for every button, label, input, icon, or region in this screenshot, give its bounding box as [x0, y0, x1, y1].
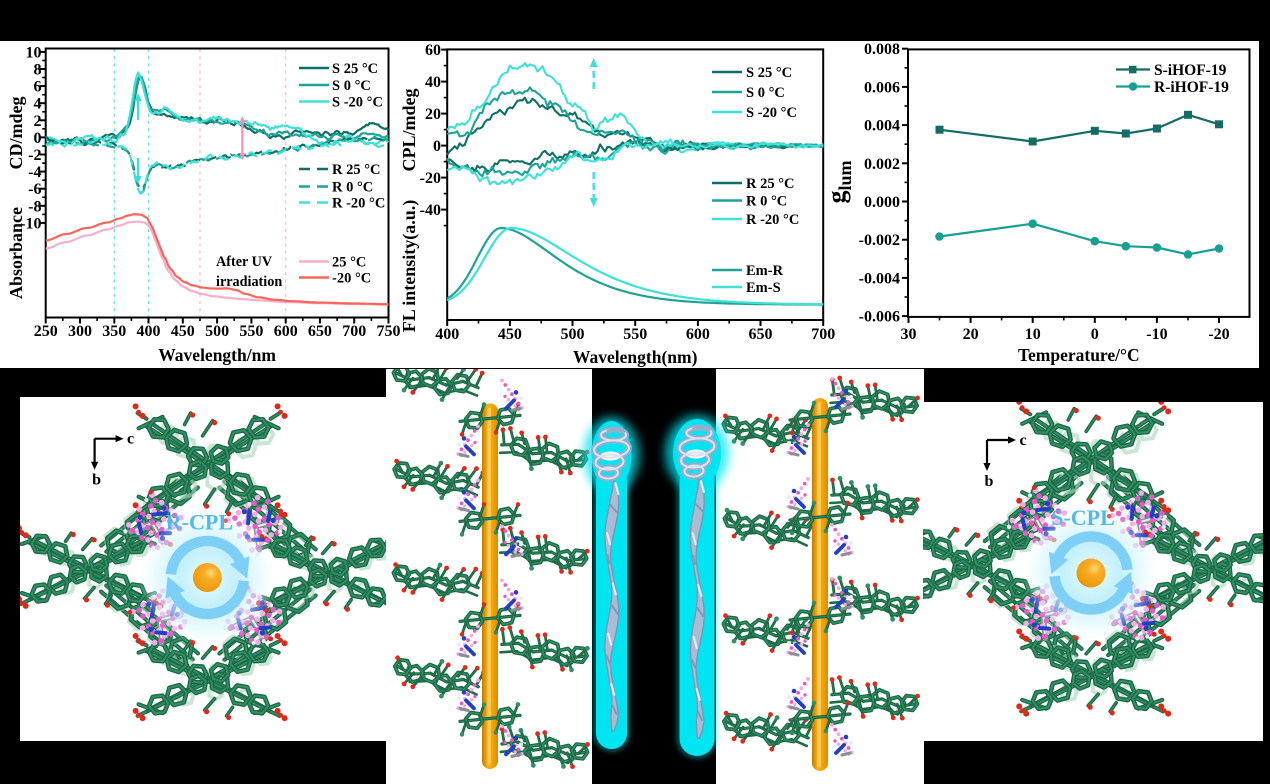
svg-text:750: 750 — [377, 323, 401, 340]
svg-text:CPL/mdeg: CPL/mdeg — [399, 89, 419, 172]
svg-text:-20: -20 — [420, 170, 441, 187]
svg-text:R 0 °C: R 0 °C — [332, 180, 373, 196]
svg-text:-20 °C: -20 °C — [332, 271, 371, 287]
svg-text:40: 40 — [425, 74, 441, 91]
svg-text:-10: -10 — [1146, 326, 1167, 343]
svg-text:550: 550 — [623, 326, 647, 343]
svg-text:250: 250 — [34, 323, 58, 340]
svg-text:S 0 °C: S 0 °C — [332, 78, 371, 94]
svg-text:S-iHOF-19: S-iHOF-19 — [1154, 62, 1227, 79]
svg-text:R 0 °C: R 0 °C — [746, 194, 787, 210]
svg-text:-0.004: -0.004 — [859, 270, 900, 287]
svg-text:700: 700 — [342, 323, 366, 340]
svg-text:600: 600 — [274, 323, 298, 340]
svg-text:irradiation: irradiation — [216, 274, 282, 290]
svg-text:Wavelength/nm: Wavelength/nm — [158, 345, 276, 365]
svg-text:20: 20 — [425, 106, 441, 123]
svg-text:650: 650 — [749, 326, 773, 343]
svg-text:300: 300 — [68, 323, 92, 340]
svg-text:60: 60 — [425, 42, 441, 59]
svg-text:-20: -20 — [1208, 326, 1229, 343]
svg-text:350: 350 — [102, 323, 126, 340]
svg-text:R -20 °C: R -20 °C — [332, 196, 385, 212]
svg-text:2: 2 — [34, 113, 42, 130]
svg-text:R-iHOF-19: R-iHOF-19 — [1154, 79, 1229, 96]
svg-text:500: 500 — [205, 323, 229, 340]
svg-text:c: c — [1019, 432, 1026, 449]
svg-text:R 25 °C: R 25 °C — [332, 162, 381, 178]
svg-text:10: 10 — [26, 44, 42, 61]
svg-text:S -20 °C: S -20 °C — [746, 105, 797, 121]
svg-text:0.006: 0.006 — [864, 79, 900, 96]
svg-text:-0.006: -0.006 — [859, 309, 900, 326]
svg-text:-4: -4 — [28, 164, 41, 181]
svg-text:0.004: 0.004 — [864, 118, 900, 135]
svg-text:500: 500 — [561, 326, 585, 343]
svg-text:700: 700 — [811, 326, 835, 343]
svg-text:400: 400 — [435, 326, 459, 343]
svg-text:S -20 °C: S -20 °C — [332, 95, 383, 111]
svg-text:c: c — [127, 431, 134, 448]
svg-text:Temperature/°C: Temperature/°C — [1018, 345, 1140, 365]
svg-text:-8: -8 — [28, 198, 41, 215]
svg-text:20: 20 — [963, 326, 979, 343]
svg-text:R-CPL: R-CPL — [166, 510, 233, 535]
svg-text:S 0 °C: S 0 °C — [746, 85, 785, 101]
svg-text:R 25 °C: R 25 °C — [746, 176, 795, 192]
svg-text:-0.002: -0.002 — [859, 232, 900, 249]
svg-text:0.002: 0.002 — [864, 156, 900, 173]
svg-text:Em-R: Em-R — [746, 263, 784, 279]
svg-text:450: 450 — [498, 326, 522, 343]
svg-text:8: 8 — [34, 62, 42, 79]
svg-text:-40: -40 — [420, 202, 441, 219]
svg-text:600: 600 — [686, 326, 710, 343]
svg-text:0: 0 — [433, 138, 441, 155]
svg-text:0: 0 — [34, 130, 42, 147]
svg-text:30: 30 — [901, 326, 917, 343]
svg-text:6: 6 — [34, 79, 42, 96]
svg-text:-10: -10 — [20, 215, 41, 232]
svg-text:400: 400 — [137, 323, 161, 340]
svg-text:R -20 °C: R -20 °C — [746, 212, 799, 228]
svg-text:4: 4 — [34, 96, 42, 113]
svg-text:Absorbance: Absorbance — [6, 207, 26, 299]
svg-text:0: 0 — [1091, 326, 1099, 343]
svg-text:25 °C: 25 °C — [332, 255, 366, 271]
svg-text:S 25 °C: S 25 °C — [332, 61, 378, 77]
svg-text:S 25 °C: S 25 °C — [746, 65, 792, 81]
svg-text:After UV: After UV — [216, 254, 273, 270]
svg-text:0.000: 0.000 — [864, 194, 900, 211]
svg-text:FL intensity(a.u.): FL intensity(a.u.) — [399, 200, 420, 333]
svg-text:0.008: 0.008 — [864, 41, 900, 58]
svg-text:650: 650 — [308, 323, 332, 340]
svg-text:10: 10 — [1025, 326, 1041, 343]
svg-text:550: 550 — [239, 323, 263, 340]
svg-text:Em-S: Em-S — [746, 280, 781, 296]
svg-text:b: b — [92, 472, 101, 489]
svg-text:b: b — [985, 473, 994, 490]
svg-text:-2: -2 — [28, 147, 41, 164]
svg-text:S-CPL: S-CPL — [1051, 505, 1115, 530]
svg-text:CD/mdeg: CD/mdeg — [6, 97, 26, 170]
svg-text:Wavelength(nm): Wavelength(nm) — [573, 347, 698, 367]
svg-text:-6: -6 — [28, 181, 41, 198]
svg-text:450: 450 — [171, 323, 195, 340]
